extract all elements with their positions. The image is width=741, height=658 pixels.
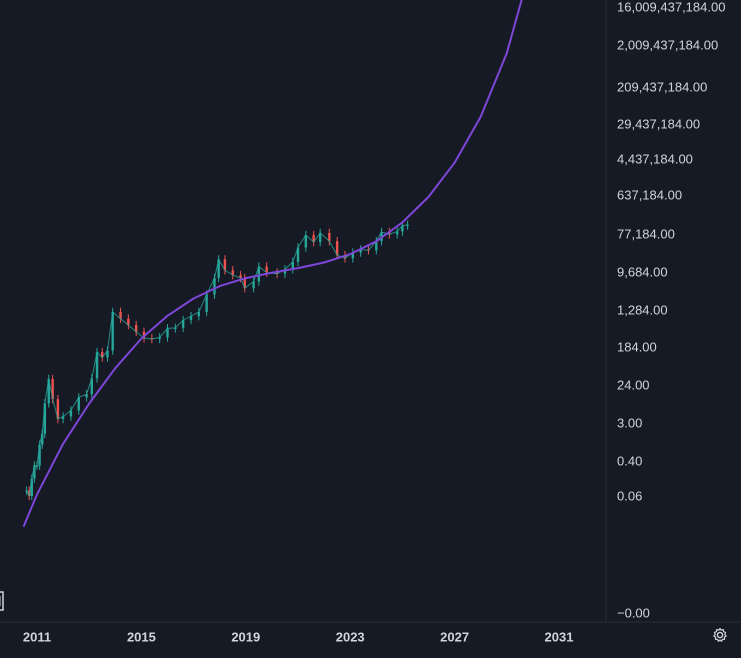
price-candle (119, 311, 122, 319)
y-tick-label: 29,437,184.00 (617, 116, 700, 131)
y-tick-label: 209,437,184.00 (617, 79, 707, 94)
price-candle (223, 259, 227, 271)
price-candle (401, 225, 404, 232)
price-trace (26, 224, 408, 498)
price-candle (406, 224, 409, 226)
price-candle (239, 275, 242, 278)
price-candle (296, 247, 300, 262)
price-candle (90, 378, 94, 395)
y-tick-label: 24.00 (617, 377, 650, 392)
price-candle (252, 281, 255, 289)
price-candle (51, 378, 54, 400)
price-candle (47, 378, 50, 404)
price-candle (43, 403, 47, 434)
price-candle (318, 232, 322, 243)
price-candle (328, 232, 331, 242)
x-tick-label: 2011 (23, 629, 51, 644)
y-tick-label: 0.06 (617, 488, 642, 503)
price-candle (388, 232, 391, 235)
price-candle (351, 252, 355, 259)
price-candle (56, 399, 60, 420)
price-candle (231, 270, 234, 276)
price-candle (189, 316, 193, 321)
price-candle (335, 241, 339, 256)
price-candle (283, 269, 287, 274)
price-candle (174, 327, 177, 330)
price-candle (312, 235, 315, 243)
price-candle (275, 272, 279, 274)
x-tick-label: 2027 (440, 629, 469, 644)
x-tick-label: 2031 (545, 629, 574, 644)
y-tick-label: 1,284.00 (617, 302, 668, 317)
price-axis[interactable]: 16,009,437,184.00 2,009,437,184.00 209,437… (617, 0, 725, 620)
y-tick-label: 184.00 (617, 339, 657, 354)
price-candle (127, 318, 130, 326)
curve-line (22, 0, 523, 527)
price-candle (33, 465, 36, 479)
price-candle (359, 249, 362, 253)
price-candle (111, 311, 114, 351)
price-candle (395, 231, 399, 235)
price-candle (265, 266, 268, 273)
price-candle (35, 465, 39, 467)
plot-area[interactable] (22, 0, 546, 527)
price-candle (41, 433, 44, 445)
price-candle (257, 266, 261, 282)
price-candle (61, 416, 65, 420)
price-candle (69, 410, 73, 417)
x-tick-label: 2023 (336, 629, 365, 644)
price-candle (77, 397, 80, 411)
price-candle (106, 350, 109, 358)
y-tick-label: 77,184.00 (617, 226, 675, 241)
y-tick-label: −0.00 (617, 605, 650, 620)
price-candle (95, 352, 99, 379)
x-tick-label: 2019 (231, 629, 260, 644)
settings-gear-icon[interactable] (707, 622, 733, 648)
y-tick-label: 16,009,437,184.00 (617, 0, 725, 14)
price-candle (101, 352, 104, 358)
time-axis[interactable]: 2011 2015 2019 2023 2027 2031 (23, 629, 574, 644)
price-candle (217, 259, 220, 278)
y-tick-label: 637,184.00 (617, 187, 682, 202)
price-candle (134, 325, 138, 332)
price-candle (213, 278, 216, 295)
price-candle (375, 241, 378, 251)
price-candle (291, 261, 294, 270)
price-candle (85, 394, 88, 398)
price-candle (181, 320, 185, 328)
price-candle (38, 444, 41, 466)
price-candle (158, 337, 161, 339)
price-candle (243, 278, 246, 289)
price-candle (166, 328, 169, 338)
x-tick-label: 2015 (127, 629, 156, 644)
y-tick-label: 3.00 (617, 415, 642, 430)
y-tick-label: 2,009,437,184.00 (617, 37, 718, 52)
price-candle (304, 235, 308, 248)
price-candle (197, 311, 201, 317)
y-tick-label: 9,684.00 (617, 264, 668, 279)
price-candle (30, 478, 33, 496)
y-tick-label: 4,437,184.00 (617, 151, 693, 166)
bracket-marker-icon[interactable] (0, 590, 6, 612)
y-tick-label: 0.40 (617, 453, 642, 468)
price-candle (205, 294, 208, 312)
